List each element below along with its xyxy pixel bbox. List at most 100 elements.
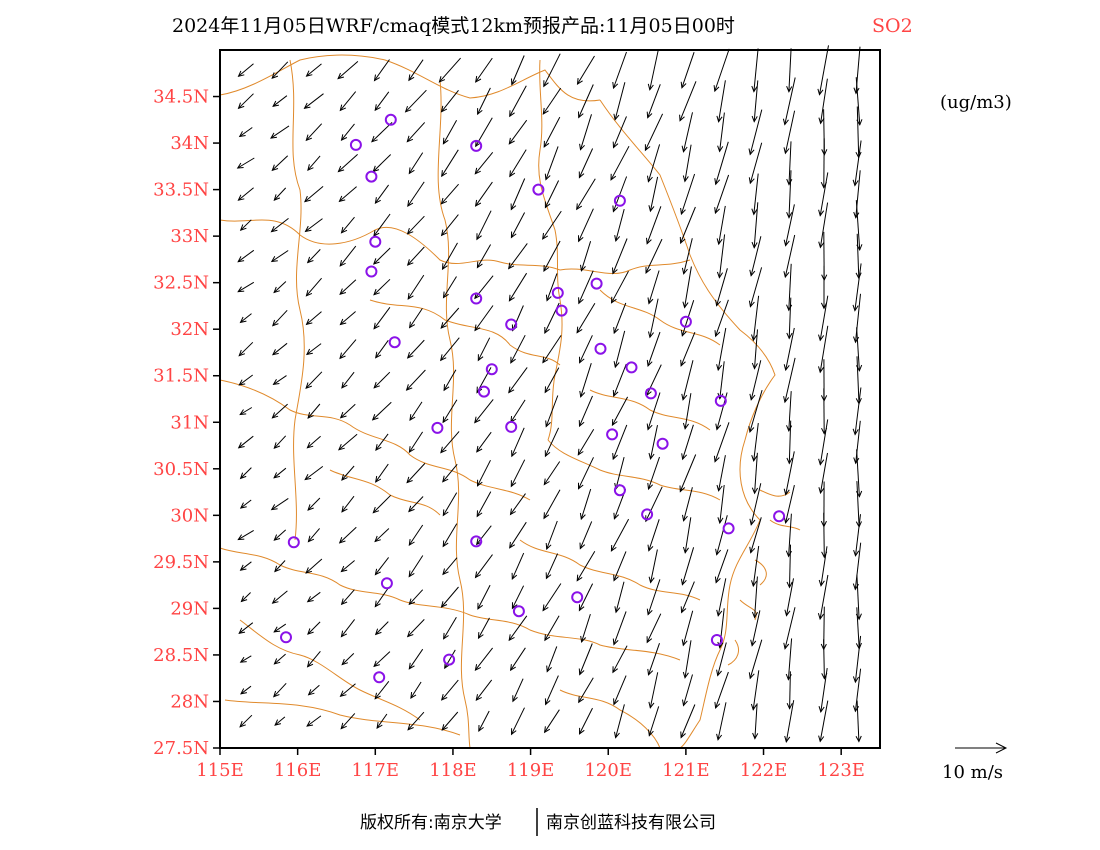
wind-vector <box>478 710 490 733</box>
wind-vector <box>307 621 321 635</box>
wind-vector <box>783 110 796 155</box>
station-marker <box>384 113 397 126</box>
wind-vector-field <box>236 45 863 743</box>
wind-vector <box>340 123 355 141</box>
wind-vector <box>853 514 861 557</box>
footer-company: 南京创蓝科技有限公司 <box>546 813 716 833</box>
wind-vector <box>783 234 796 279</box>
wind-vector <box>373 651 391 668</box>
wind-vector <box>543 53 561 88</box>
footer-copyright: 版权所有:南京大学 <box>360 813 502 833</box>
wind-vector <box>305 371 323 390</box>
wind-vector <box>750 670 760 711</box>
wind-vector <box>680 52 695 89</box>
wind-vector <box>542 335 562 364</box>
wind-vector <box>441 711 459 731</box>
wind-vector <box>438 57 461 83</box>
wind-vector <box>305 63 322 77</box>
wind-vector <box>648 298 659 339</box>
wind-vector <box>341 495 355 513</box>
wind-vector <box>339 245 357 267</box>
wind-vector <box>648 176 659 213</box>
wind-vector <box>341 371 355 389</box>
wind-vector <box>783 451 795 496</box>
station-marker <box>470 292 483 305</box>
wind-vector <box>614 704 625 739</box>
wind-vector <box>237 435 254 449</box>
station-marker <box>505 420 518 433</box>
wind-vector <box>543 489 561 520</box>
wind-vector <box>714 671 729 709</box>
wind-vector <box>579 114 592 151</box>
wind-vector <box>578 270 594 305</box>
station-marker <box>641 508 654 521</box>
wind-vector <box>374 184 390 205</box>
wind-vector <box>374 621 389 636</box>
wind-vector <box>474 181 493 207</box>
station-marker <box>388 336 401 349</box>
wind-vector <box>442 399 458 424</box>
wind-vector <box>237 529 254 541</box>
wind-vector <box>682 393 692 430</box>
wind-vector <box>374 528 390 543</box>
wind-vector <box>306 435 321 449</box>
wind-vector <box>508 272 528 302</box>
lat-tick-label: 33.5N <box>153 180 209 201</box>
wind-vector <box>305 123 323 142</box>
lon-tick-label: 123E <box>817 760 865 781</box>
wind-vector <box>679 454 697 493</box>
wind-vector <box>612 424 628 461</box>
wind-vector <box>818 452 828 495</box>
lat-tick-label: 30N <box>170 505 209 526</box>
wind-vector <box>475 57 493 83</box>
wind-vector <box>714 549 729 584</box>
wind-vector <box>786 544 793 589</box>
wind-vector <box>508 367 528 394</box>
wind-vector <box>786 671 793 710</box>
wind-vector <box>818 668 828 714</box>
wind-vector <box>442 276 457 299</box>
wind-vector <box>339 311 356 326</box>
pollutant-label: SO2 <box>872 15 913 37</box>
wind-vector <box>716 234 726 279</box>
wind-vector <box>852 635 862 684</box>
wind-vector <box>544 367 560 394</box>
wind-vector <box>373 213 391 237</box>
wind-vector <box>748 639 763 680</box>
wind-vector <box>545 553 559 580</box>
wind-vector <box>716 205 726 246</box>
wind-vector <box>474 275 494 300</box>
wind-vector <box>239 714 253 728</box>
station-marker <box>773 510 786 523</box>
wind-vector <box>372 494 392 514</box>
wind-vector <box>646 613 662 644</box>
wind-vector <box>648 549 658 584</box>
wind-vector <box>305 343 322 356</box>
wind-vector <box>751 545 760 588</box>
wind-vector <box>307 497 321 511</box>
wind-vector <box>716 578 727 617</box>
wind-vector <box>817 574 829 621</box>
wind-vector <box>852 263 862 312</box>
wind-vector <box>511 585 525 610</box>
wind-vector <box>613 302 627 335</box>
wind-vector <box>750 610 761 647</box>
wind-vector <box>647 270 660 305</box>
wind-vector <box>508 119 528 145</box>
wind-vector <box>646 84 661 119</box>
wind-vector <box>373 307 391 330</box>
wind-vector <box>544 146 559 181</box>
wind-vector <box>786 48 793 93</box>
wind-vector <box>337 61 359 80</box>
wind-vector <box>271 590 288 604</box>
wind-vector <box>375 340 389 359</box>
wind-vector <box>749 236 762 277</box>
wind-vector <box>544 675 559 706</box>
wind-vector <box>307 403 321 419</box>
wind-vector <box>715 515 728 556</box>
wind-vector <box>406 215 425 235</box>
wind-vector <box>408 524 424 546</box>
wind-vector <box>680 173 696 216</box>
wind-vector <box>440 307 460 329</box>
